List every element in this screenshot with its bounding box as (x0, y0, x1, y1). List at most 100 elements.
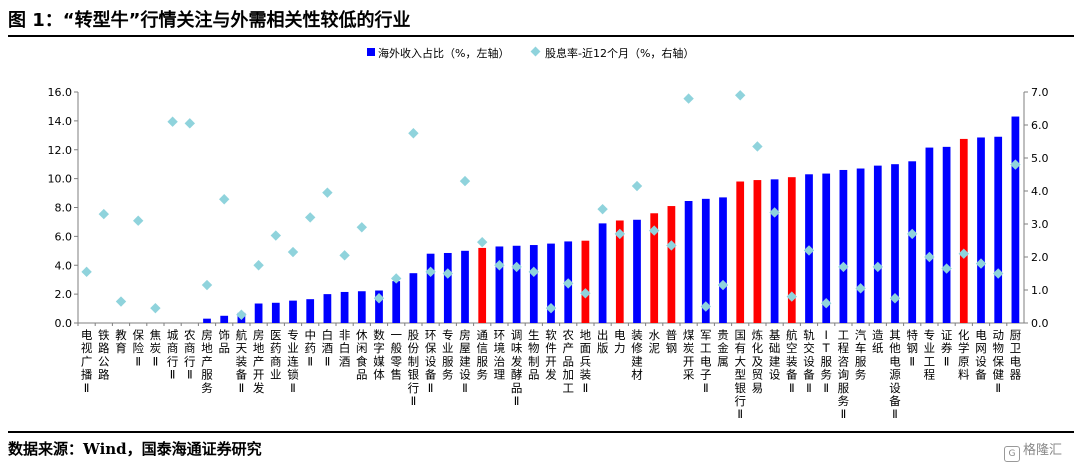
x-tick-label: 生物制品 (528, 328, 540, 382)
x-tick-label: 城商行 Ⅱ (167, 328, 179, 382)
dividend-marker (769, 207, 780, 218)
bar (908, 161, 917, 323)
bar (891, 164, 899, 323)
x-tick-label: 证券 Ⅱ (941, 328, 953, 368)
x-tick-label: 动物保健 Ⅱ (992, 328, 1004, 395)
bar (598, 223, 607, 323)
bar (340, 291, 349, 323)
chart: 海外收入占比（%，左轴） 股息率-近12个月（%，右轴） 0.0 2.0 4.0 6.… (48, 46, 1049, 421)
footer-rule (8, 431, 1074, 433)
bar (977, 137, 985, 323)
bar (994, 136, 1003, 323)
bar (684, 201, 693, 323)
dividend-marker (339, 250, 350, 261)
bar (615, 220, 624, 323)
x-tick-label: 航天装备 Ⅱ (236, 328, 248, 395)
x-tick-label: 国有大型银行 Ⅱ (734, 328, 746, 421)
x-tick-label: 休闲食品 (356, 328, 368, 382)
dividend-marker (253, 260, 264, 271)
dividend-marker (305, 212, 316, 223)
left-tick-label: 8.0 (55, 202, 73, 215)
x-tick-label: 厨卫电器 (1010, 328, 1022, 382)
bar (357, 291, 366, 323)
dividend-marker (717, 279, 729, 291)
x-tick-label: 造纸 (872, 328, 884, 355)
dividend-marker (786, 291, 797, 302)
dividend-marker (683, 93, 694, 104)
x-tick-label: 普钢 (666, 328, 678, 355)
bar (925, 147, 934, 323)
dividend-marker (907, 228, 918, 240)
x-tick-label: 煤炭开采 (683, 328, 695, 382)
dividend-marker (924, 251, 935, 263)
x-tick-label: 出版 (597, 328, 609, 355)
x-tick-label: 汽车服务 (855, 328, 867, 382)
bar (461, 250, 469, 323)
x-tick-label: 炼化及贸易 (752, 328, 764, 395)
x-tick-label: 航空装备 Ⅱ (786, 328, 798, 395)
dividend-marker (803, 245, 815, 256)
bar (547, 243, 555, 323)
dividend-marker (322, 187, 333, 198)
x-tick-label: I T 服务 Ⅱ (820, 328, 832, 395)
legend-marker-label: 股息率-近12个月（%，右轴） (545, 46, 694, 60)
x-tick-label: 铁路公路 (98, 328, 110, 382)
dividend-marker (150, 302, 161, 314)
dividend-marker (219, 194, 230, 205)
x-tick-label: 基础建设 (769, 328, 781, 382)
bar (1011, 116, 1020, 323)
bar (323, 294, 332, 323)
bar (839, 169, 848, 323)
x-tick-label: 中药 Ⅱ (304, 328, 316, 368)
bar (254, 303, 263, 323)
dividend-marker (631, 180, 643, 192)
x-tick-label: 保险 Ⅱ (132, 328, 144, 368)
dividend-marker (941, 263, 952, 274)
dividend-marker (98, 208, 109, 220)
x-tick-label: 教育 (115, 328, 127, 355)
x-tick-label: 通信服务 (476, 328, 488, 382)
dividend-marker (236, 309, 247, 320)
bar (289, 300, 297, 323)
left-tick-label: 12.0 (48, 144, 73, 157)
x-tick-label: 军工电子 Ⅱ (700, 328, 712, 395)
x-tick-label: 白酒 Ⅱ (322, 328, 334, 368)
bar (203, 318, 211, 323)
x-tick-label: 电力 (614, 328, 626, 355)
x-tick-label: 农产品加工 (562, 328, 574, 395)
bar (495, 246, 504, 323)
left-tick-label: 0.0 (55, 317, 73, 330)
dividend-marker (545, 302, 557, 314)
dividend-marker (666, 240, 677, 251)
x-tick-label: 其他电源设备 Ⅱ (889, 328, 901, 421)
dividend-marker (408, 128, 419, 139)
x-tick-label: 一般零售 (390, 328, 402, 382)
bar (409, 273, 418, 323)
bar (375, 290, 383, 323)
dividend-marker (649, 225, 660, 236)
dividend-marker (425, 266, 436, 278)
right-tick-label: 2.0 (1031, 251, 1049, 264)
x-tick-label: 焦炭 Ⅱ (150, 328, 162, 368)
x-tick-label: 农商行 Ⅱ (184, 328, 196, 382)
dividend-marker (700, 301, 711, 312)
right-tick-label: 4.0 (1031, 185, 1049, 198)
bar (770, 179, 779, 323)
dividend-marker (855, 283, 866, 294)
x-tick-label: 贵金属 (717, 328, 729, 368)
dividend-marker (580, 288, 591, 299)
right-tick-label: 5.0 (1031, 152, 1049, 165)
legend-bar-swatch (367, 48, 375, 56)
bar (667, 206, 676, 323)
bar (959, 138, 968, 323)
left-tick-label: 16.0 (48, 86, 73, 99)
dividend-marker (528, 266, 539, 278)
bar (701, 198, 710, 323)
x-tick-label: 装修建材 (631, 328, 643, 382)
dividend-marker (133, 215, 144, 226)
axes: 0.0 2.0 4.0 6.0 8.0 10.0 12.0 14.0 16.0 0.0 1.0 2.0… (48, 86, 1049, 330)
dividend-marker (975, 258, 987, 269)
bar (529, 245, 538, 323)
legend-bar-label: 海外收入占比（%，左轴） (378, 46, 509, 60)
